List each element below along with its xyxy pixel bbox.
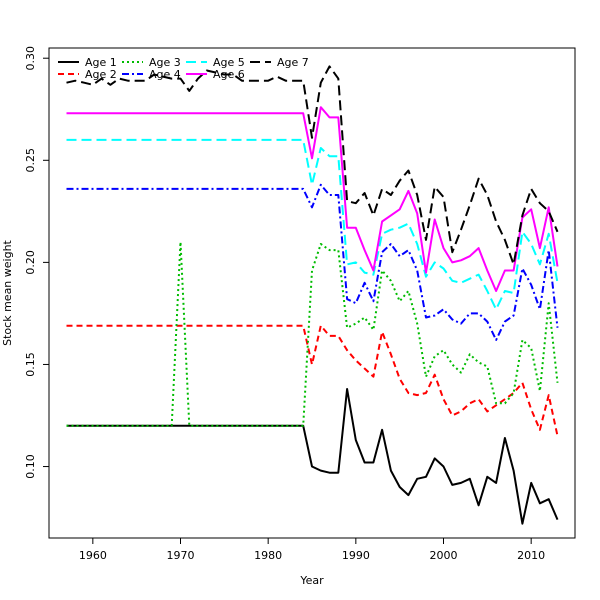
y-tick-label: 0.10 (24, 454, 37, 479)
x-tick-label: 2010 (517, 549, 545, 562)
legend-label: Age 3 (149, 56, 181, 69)
x-tick-label: 1960 (79, 549, 107, 562)
legend-item-age-3: Age 3 (122, 56, 181, 69)
y-tick-label: 0.25 (24, 148, 37, 173)
legend-label: Age 5 (213, 56, 245, 69)
legend-label: Age 1 (85, 56, 117, 69)
y-tick-label: 0.20 (24, 250, 37, 275)
series-line-age-1 (66, 388, 559, 525)
series-line-age-3 (66, 241, 559, 427)
plot-frame (48, 47, 576, 539)
series-line-age-5 (66, 138, 559, 311)
legend-label: Age 6 (213, 68, 245, 81)
legend-item-age-1: Age 1 (58, 56, 117, 69)
series-line-age-4 (66, 183, 559, 341)
y-tick-label: 0.15 (24, 352, 37, 377)
legend-item-age-4: Age 4 (122, 68, 181, 81)
legend-item-age-7: Age 7 (250, 56, 309, 69)
legend-item-age-2: Age 2 (58, 68, 117, 81)
x-axis-title: Year (299, 574, 324, 587)
legend-label: Age 2 (85, 68, 117, 81)
x-axis: 1960 1970 1980 1990 2000 2010 (79, 538, 545, 562)
y-tick-label: 0.30 (24, 46, 37, 70)
series-layer (66, 65, 559, 525)
y-axis-title: Stock mean weight (1, 239, 14, 345)
series-line-age-2 (66, 324, 559, 437)
legend-item-age-6: Age 6 (186, 68, 245, 81)
legend-label: Age 7 (277, 56, 309, 69)
x-tick-label: 1970 (167, 549, 195, 562)
x-tick-label: 1990 (342, 549, 370, 562)
x-tick-label: 1980 (254, 549, 282, 562)
series-line-age-7 (66, 65, 559, 266)
legend-item-age-5: Age 5 (186, 56, 245, 69)
y-axis: 0.10 0.15 0.20 0.25 0.30 (24, 46, 49, 479)
legend-label: Age 4 (149, 68, 181, 81)
series-line-age-6 (66, 106, 559, 292)
x-tick-label: 2000 (430, 549, 458, 562)
